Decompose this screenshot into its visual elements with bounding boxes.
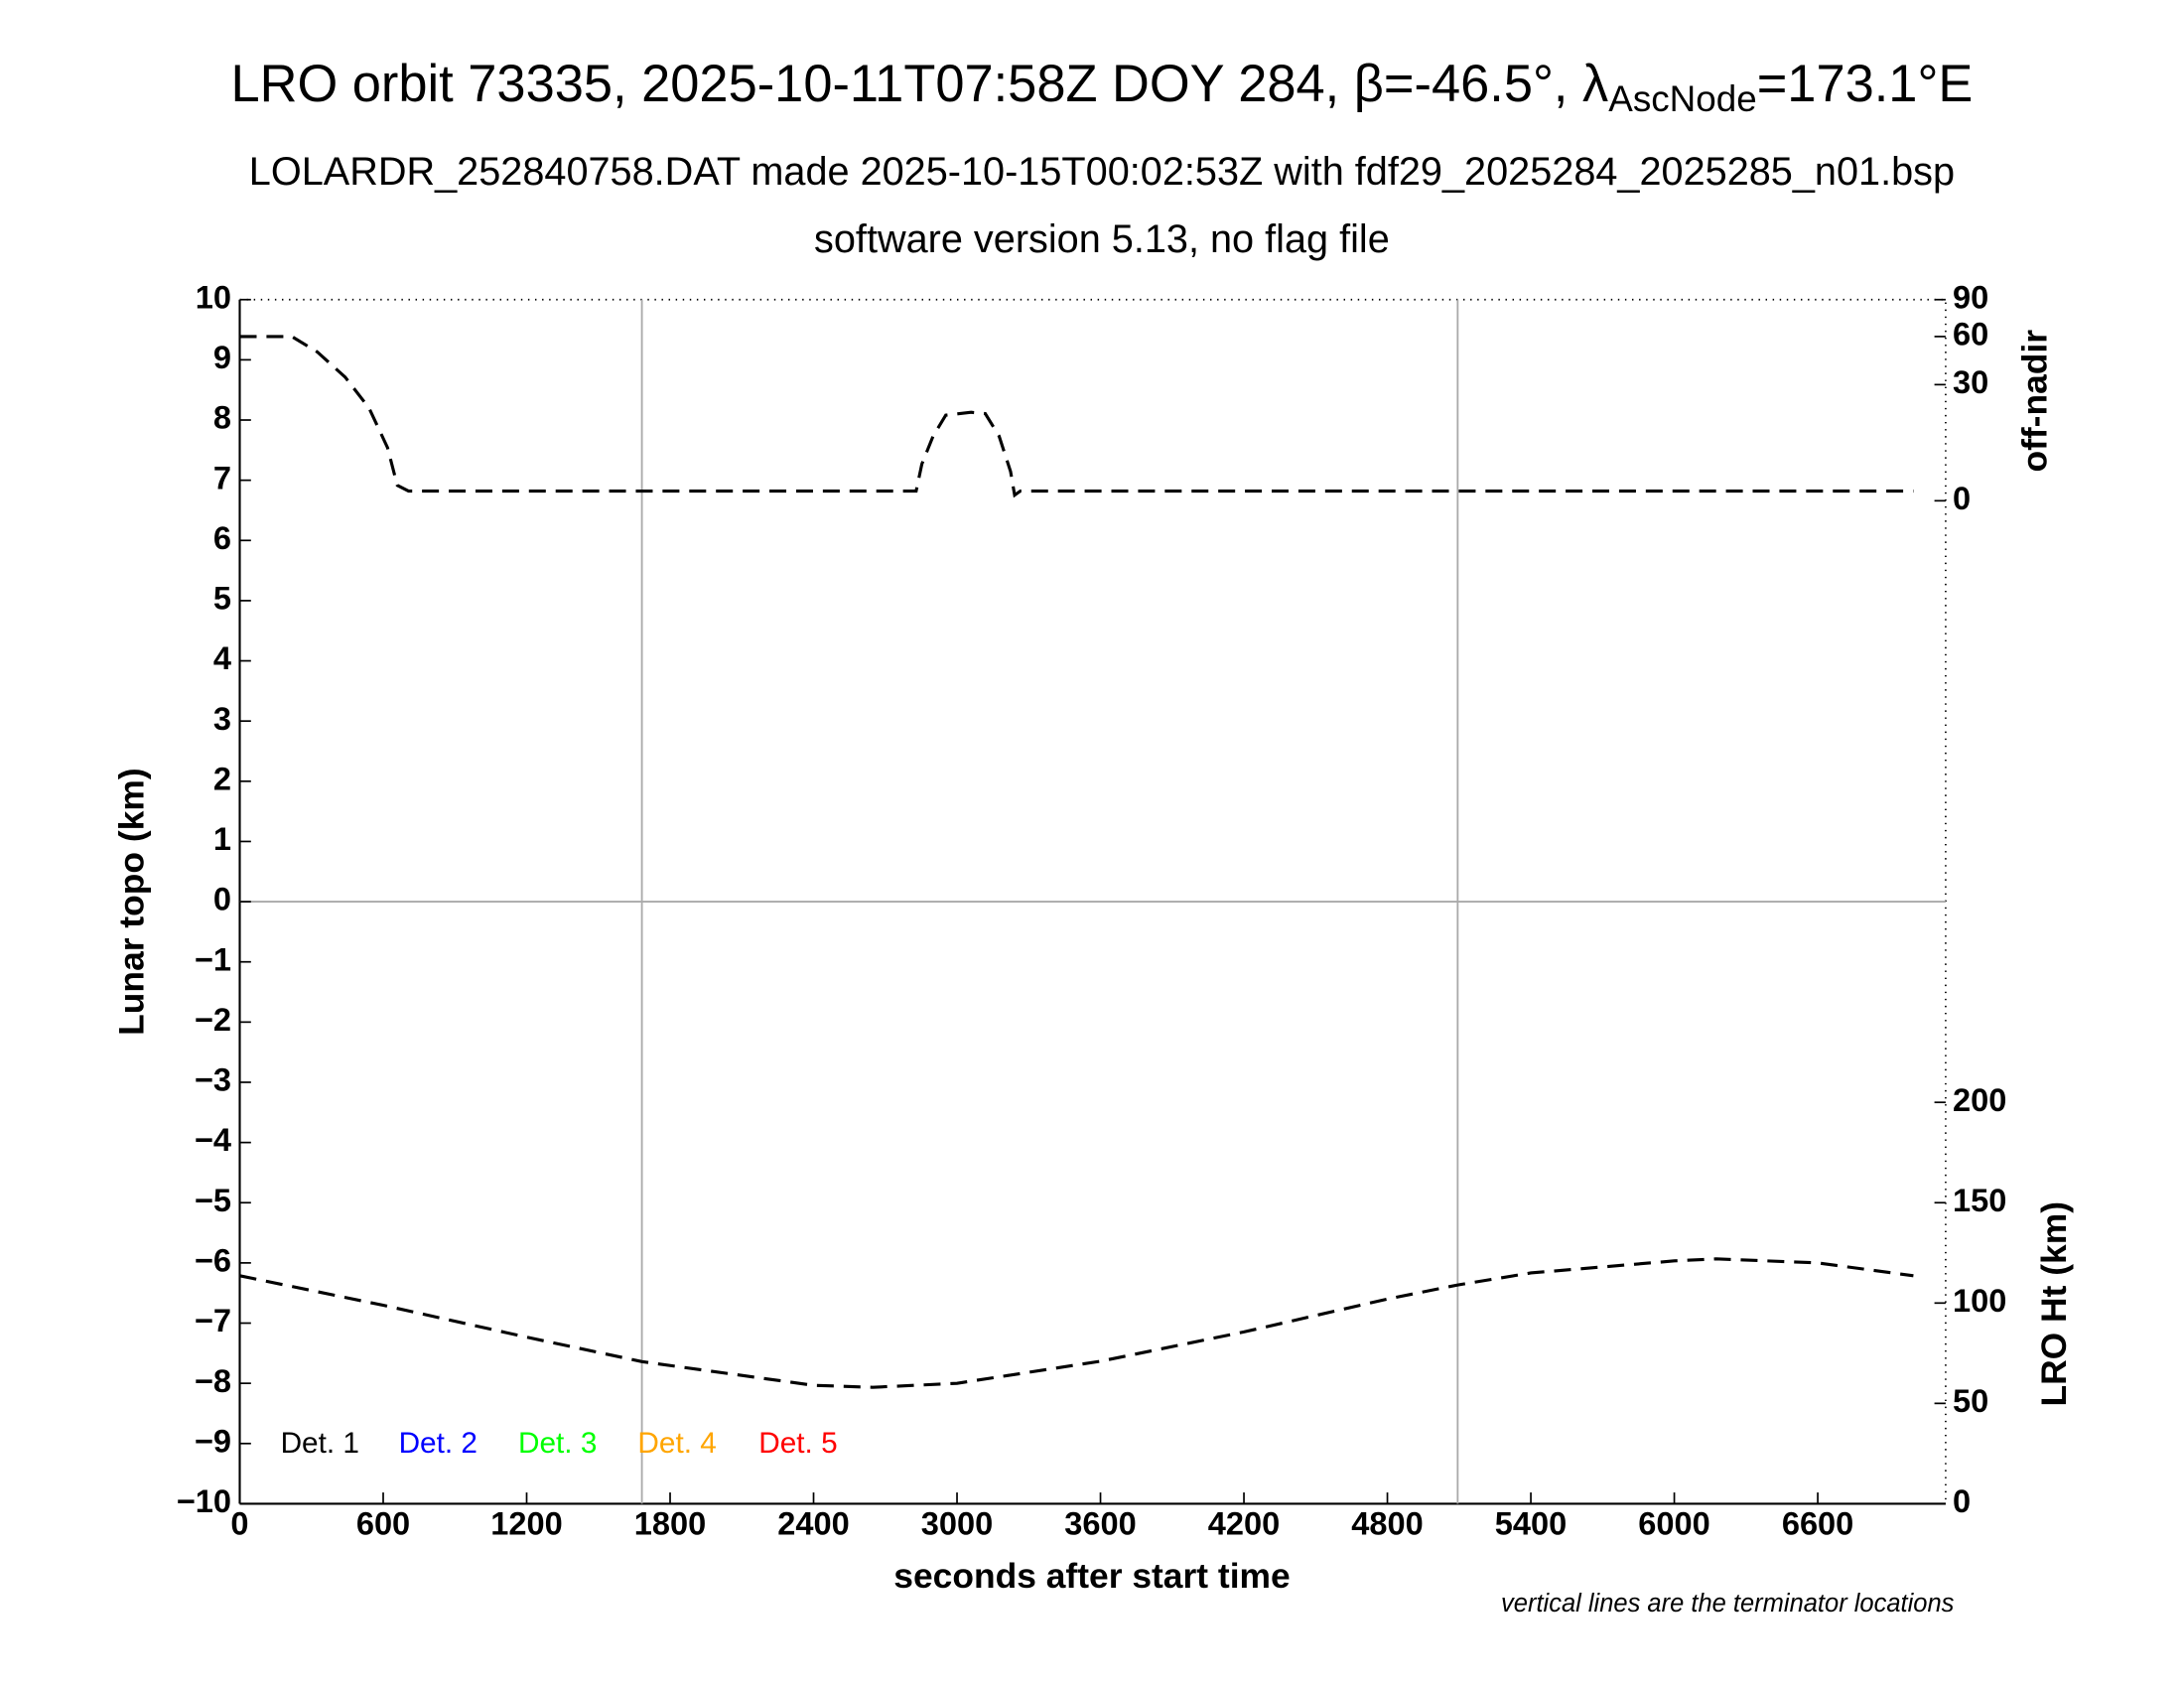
title-main: LRO orbit 73335, 2025-10-11T07:58Z DOY 2… [230,56,1608,113]
x-tick-label: 6000 [1638,1506,1709,1542]
x-tick-label: 4200 [1208,1506,1280,1542]
x-tick-label: 0 [230,1506,248,1542]
x-tick-label: 1200 [490,1506,562,1542]
y-axis-label: Lunar topo (km) [112,768,152,1035]
y-tick-label: 4 [213,640,231,676]
title-end: =173.1°E [1757,56,1974,113]
x-tick-label: 2400 [777,1506,849,1542]
y-tick-label: −5 [195,1183,231,1218]
right-tick-label: 150 [1953,1183,2006,1218]
y-tick-label: −7 [195,1303,231,1338]
y-tick-label: −9 [195,1423,231,1459]
y-tick-label: −8 [195,1363,231,1399]
y-tick-label: −3 [195,1062,231,1098]
right-tick-label: 50 [1953,1383,1988,1419]
y-tick-label: 8 [213,400,231,436]
y-tick-label: −6 [195,1242,231,1278]
y-tick-label: 6 [213,520,231,556]
right-tick-label: 60 [1953,317,1988,352]
right-tick-label: 100 [1953,1283,2006,1319]
y-tick-label: 1 [213,821,231,857]
y-tick-label: 7 [213,460,231,495]
legend-label: Det. 3 [518,1427,597,1460]
x-axis-label: seconds after start time [893,1556,1290,1596]
x-tick-label: 6600 [1782,1506,1853,1542]
y-tick-label: 3 [213,701,231,737]
legend-label: Det. 5 [758,1427,837,1460]
y-tick-label: 2 [213,761,231,796]
right-tick-label: 30 [1953,364,1988,400]
y2-axis-label: LRO Ht (km) [2034,1201,2074,1407]
right-tick-label: 0 [1953,1483,1971,1519]
y3-axis-label: off-nadir [2014,330,2054,473]
y-tick-label: −2 [195,1002,231,1038]
y-tick-label: −10 [177,1483,231,1519]
right-tick-label: 0 [1953,481,1971,516]
x-tick-label: 3000 [921,1506,993,1542]
x-tick-label: 1800 [634,1506,706,1542]
y-tick-label: 9 [213,340,231,375]
y-tick-label: 5 [213,581,231,617]
x-tick-label: 5400 [1495,1506,1567,1542]
y-tick-label: 10 [196,279,231,315]
data-line [239,335,1914,498]
title-subscript: AscNode [1608,78,1756,119]
right-tick-label: 90 [1953,279,1988,315]
legend-label: Det. 1 [281,1427,359,1460]
x-tick-label: 3600 [1064,1506,1136,1542]
data-line [239,1257,1914,1389]
subtitle: LOLARDR_252840758.DAT made 2025-10-15T00… [249,150,1955,194]
y-tick-label: 0 [213,882,231,917]
chart-title: LRO orbit 73335, 2025-10-11T07:58Z DOY 2… [230,56,1973,119]
right-tick-label: 200 [1953,1082,2006,1118]
legend-label: Det. 2 [399,1427,478,1460]
x-tick-label: 600 [356,1506,410,1542]
y-tick-label: −4 [195,1122,231,1158]
note: vertical lines are the terminator locati… [1501,1590,1955,1618]
x-tick-label: 4800 [1351,1506,1423,1542]
subtitle: software version 5.13, no flag file [814,217,1390,261]
legend-label: Det. 4 [637,1427,716,1460]
y-tick-label: −1 [195,941,231,977]
